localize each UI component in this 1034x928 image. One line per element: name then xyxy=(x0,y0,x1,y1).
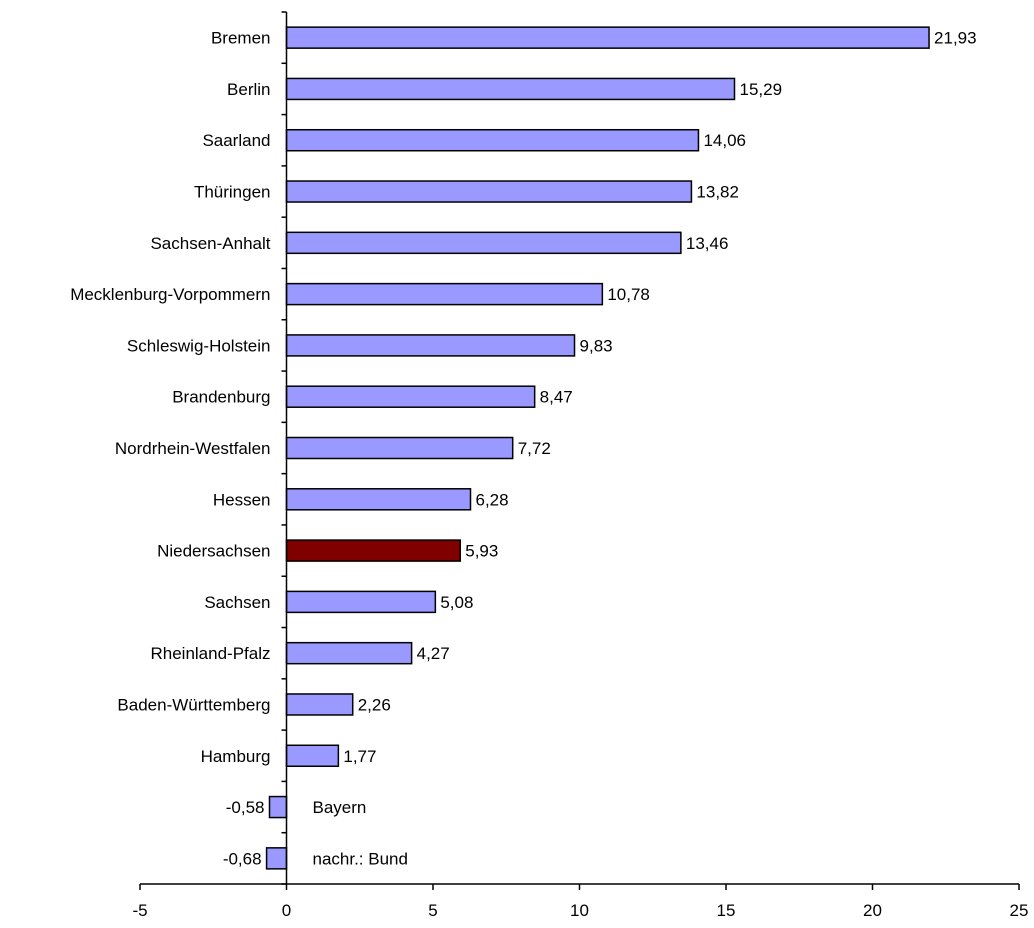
data-label: 9,83 xyxy=(580,336,613,355)
x-tick-label: 5 xyxy=(428,901,437,920)
data-label: 14,06 xyxy=(703,131,746,150)
bar xyxy=(285,590,437,614)
bar xyxy=(285,334,576,357)
category-label: Sachsen xyxy=(204,593,270,612)
bar xyxy=(285,641,413,665)
category-label: Saarland xyxy=(202,131,270,150)
bar xyxy=(285,282,604,306)
category-label: Bayern xyxy=(313,798,367,817)
data-label: -0,68 xyxy=(223,849,262,868)
x-tick-label: 10 xyxy=(570,901,589,920)
data-label: 5,08 xyxy=(440,593,473,612)
category-label: Brandenburg xyxy=(172,388,270,407)
data-label: 8,47 xyxy=(540,388,573,407)
bar xyxy=(285,128,700,152)
data-label: 4,27 xyxy=(417,644,450,663)
data-label: 21,93 xyxy=(934,29,977,48)
data-label: 13,46 xyxy=(686,234,729,253)
data-label: -0,58 xyxy=(226,798,265,817)
bar xyxy=(285,180,693,203)
category-label: Hamburg xyxy=(201,747,271,766)
labels-layer: 21,93 Bremen 15,29 Berlin 14,06 Saarland 13,82… xyxy=(70,29,1028,920)
bar xyxy=(285,488,472,511)
bar xyxy=(285,231,682,255)
bar xyxy=(268,795,288,819)
data-label: 15,29 xyxy=(739,80,782,99)
x-tick-label: 0 xyxy=(282,901,291,920)
bar xyxy=(285,385,536,408)
data-label: 6,28 xyxy=(476,490,509,509)
x-tick-label: 15 xyxy=(717,901,736,920)
data-label: 5,93 xyxy=(465,542,498,561)
category-label: Berlin xyxy=(227,80,270,99)
category-label: Rheinland-Pfalz xyxy=(150,644,270,663)
category-label: Niedersachsen xyxy=(157,542,270,561)
category-label: nachr.: Bund xyxy=(313,849,408,868)
category-label: Nordrhein-Westfalen xyxy=(115,439,271,458)
bar xyxy=(285,539,461,562)
category-label: Sachsen-Anhalt xyxy=(150,234,270,253)
category-label: Bremen xyxy=(211,29,271,48)
bars-layer xyxy=(265,26,930,870)
data-label: 10,78 xyxy=(607,285,650,304)
bar xyxy=(285,26,930,49)
x-tick-label: -5 xyxy=(132,901,147,920)
bar xyxy=(285,436,514,460)
data-label: 13,82 xyxy=(696,183,739,202)
bar xyxy=(265,847,288,870)
x-tick-label: 20 xyxy=(863,901,882,920)
x-tick-label: 25 xyxy=(1010,901,1029,920)
category-label: Mecklenburg-Vorpommern xyxy=(70,285,270,304)
category-label: Thüringen xyxy=(194,183,271,202)
bar xyxy=(285,744,340,768)
category-label: Hessen xyxy=(213,490,271,509)
bar xyxy=(285,77,736,101)
axes xyxy=(139,11,1020,890)
category-label: Baden-Württemberg xyxy=(117,695,270,714)
data-label: 2,26 xyxy=(358,695,391,714)
category-label: Schleswig-Holstein xyxy=(127,336,271,355)
data-label: 1,77 xyxy=(343,747,376,766)
data-label: 7,72 xyxy=(518,439,551,458)
bar xyxy=(285,693,354,716)
